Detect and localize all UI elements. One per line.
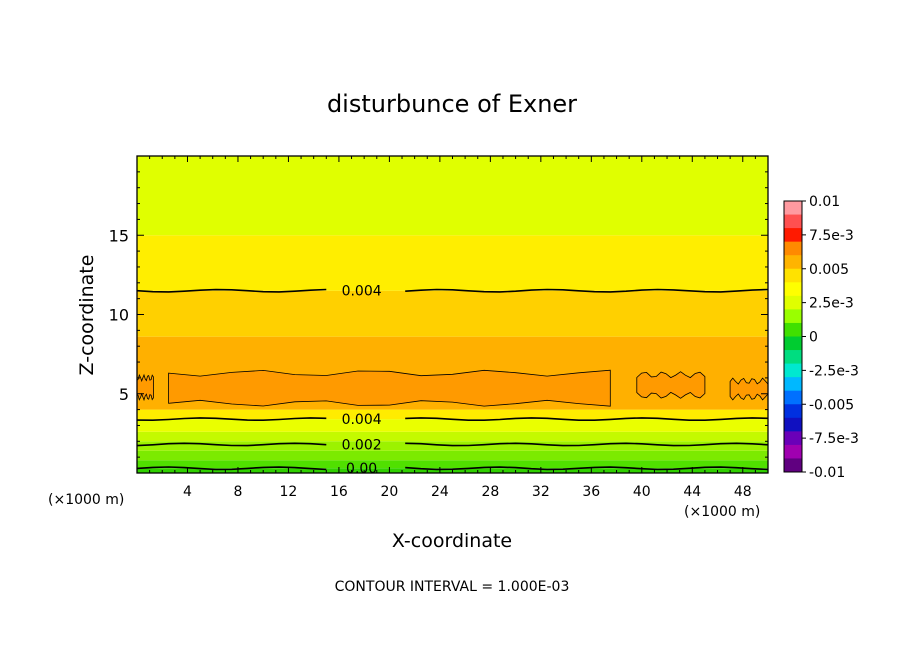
maximum-region-2 (636, 371, 706, 399)
maximum-region-1 (136, 373, 154, 402)
contour-label-2: 0.002 (342, 437, 382, 453)
colorbar-tick-label-0: 0.01 (809, 194, 840, 210)
colorbar-swatch-15 (784, 404, 802, 419)
x-unit-right: (×1000 m) (684, 504, 760, 520)
contour-band-4 (137, 431, 768, 442)
contour-line-0-right (405, 288, 769, 293)
colorbar-swatch-12 (784, 363, 802, 378)
x-tick-label-4: 4 (183, 484, 192, 500)
colorbar: 0.01 7.5e-3 0.005 2.5e-3 0 -2.5e-3 -0.005 -7.5e… (783, 194, 859, 481)
colorbar-swatch-0 (784, 201, 802, 215)
colorbar-tick-label-7: -7.5e-3 (809, 431, 859, 447)
colorbar-swatch-17 (784, 431, 802, 446)
contour-line-2-right (405, 442, 769, 447)
x-axis-label: X-coordinate (392, 530, 512, 552)
x-tick-label-20: 20 (380, 484, 398, 500)
colorbar-tick-label-1: 7.5e-3 (809, 228, 854, 244)
colorbar-swatch-19 (784, 458, 802, 473)
contour-band-5 (137, 419, 768, 432)
contour-label-1: 0.004 (342, 412, 382, 428)
contour-line-1-left (136, 417, 327, 422)
colorbar-swatch-6 (784, 282, 802, 297)
x-tick-label-48: 48 (734, 484, 752, 500)
contour-band-9 (137, 235, 768, 291)
x-axis: 4 8 12 16 20 24 28 32 36 40 44 48 (149, 156, 756, 500)
plot-area: 0.004 0.004 0.002 0.00 (136, 156, 769, 477)
x-tick-label-16: 16 (330, 484, 348, 500)
contour-band-1 (137, 460, 768, 469)
x-tick-label-28: 28 (481, 484, 499, 500)
colorbar-tick-label-2: 0.005 (809, 262, 849, 278)
colorbar-tick-label-4: 0 (809, 330, 818, 346)
contour-line-3-left (136, 466, 327, 471)
contour-band-10 (137, 156, 768, 236)
contour-line-3-right (405, 466, 769, 471)
y-tick-label-5: 5 (119, 385, 129, 404)
x-tick-label-8: 8 (233, 484, 242, 500)
colorbar-swatch-2 (784, 228, 802, 243)
maximum-region-0 (168, 369, 611, 407)
colorbar-swatch-14 (784, 390, 802, 405)
colorbar-swatch-18 (784, 444, 802, 459)
contour-interval-note: CONTOUR INTERVAL = 1.000E-03 (335, 579, 570, 595)
contour-band-2 (137, 450, 768, 461)
colorbar-swatch-16 (784, 417, 802, 432)
contour-line-1-right (405, 417, 769, 422)
contour-band-8 (137, 290, 768, 337)
colorbar-tick-label-5: -2.5e-3 (809, 363, 859, 379)
colorbar-swatch-1 (784, 214, 802, 229)
colorbar-tick-label-3: 2.5e-3 (809, 296, 854, 312)
y-axis: 5 10 15 (109, 171, 768, 458)
colorbar-swatch-3 (784, 241, 802, 256)
y-tick-label-15: 15 (109, 226, 129, 245)
colorbar-swatch-7 (784, 295, 802, 310)
colorbar-swatch-9 (784, 322, 802, 337)
colorbar-swatch-13 (784, 377, 802, 392)
contour-line-2-left (136, 442, 327, 447)
x-tick-label-12: 12 (280, 484, 298, 500)
chart-title: disturbunce of Exner (327, 90, 577, 118)
contour-label-3: 0.00 (346, 461, 377, 477)
x-tick-label-36: 36 (582, 484, 600, 500)
x-tick-label-44: 44 (683, 484, 701, 500)
y-axis-label: Z-coordinate (76, 255, 98, 376)
contour-band-6 (137, 409, 768, 420)
colorbar-swatch-5 (784, 268, 802, 283)
colorbar-swatch-8 (784, 309, 802, 324)
colorbar-tick-label-8: -0.01 (809, 465, 845, 481)
contour-line-0-left (136, 288, 327, 293)
colorbar-tick-label-6: -0.005 (809, 397, 854, 413)
y-tick-label-10: 10 (109, 306, 129, 325)
x-tick-label-40: 40 (633, 484, 651, 500)
x-unit-left: (×1000 m) (48, 492, 124, 508)
colorbar-swatch-4 (784, 255, 802, 270)
colorbar-swatch-10 (784, 336, 802, 351)
x-tick-label-32: 32 (532, 484, 550, 500)
colorbar-swatch-11 (784, 350, 802, 364)
x-tick-label-24: 24 (431, 484, 449, 500)
contour-label-0: 0.004 (342, 284, 382, 300)
